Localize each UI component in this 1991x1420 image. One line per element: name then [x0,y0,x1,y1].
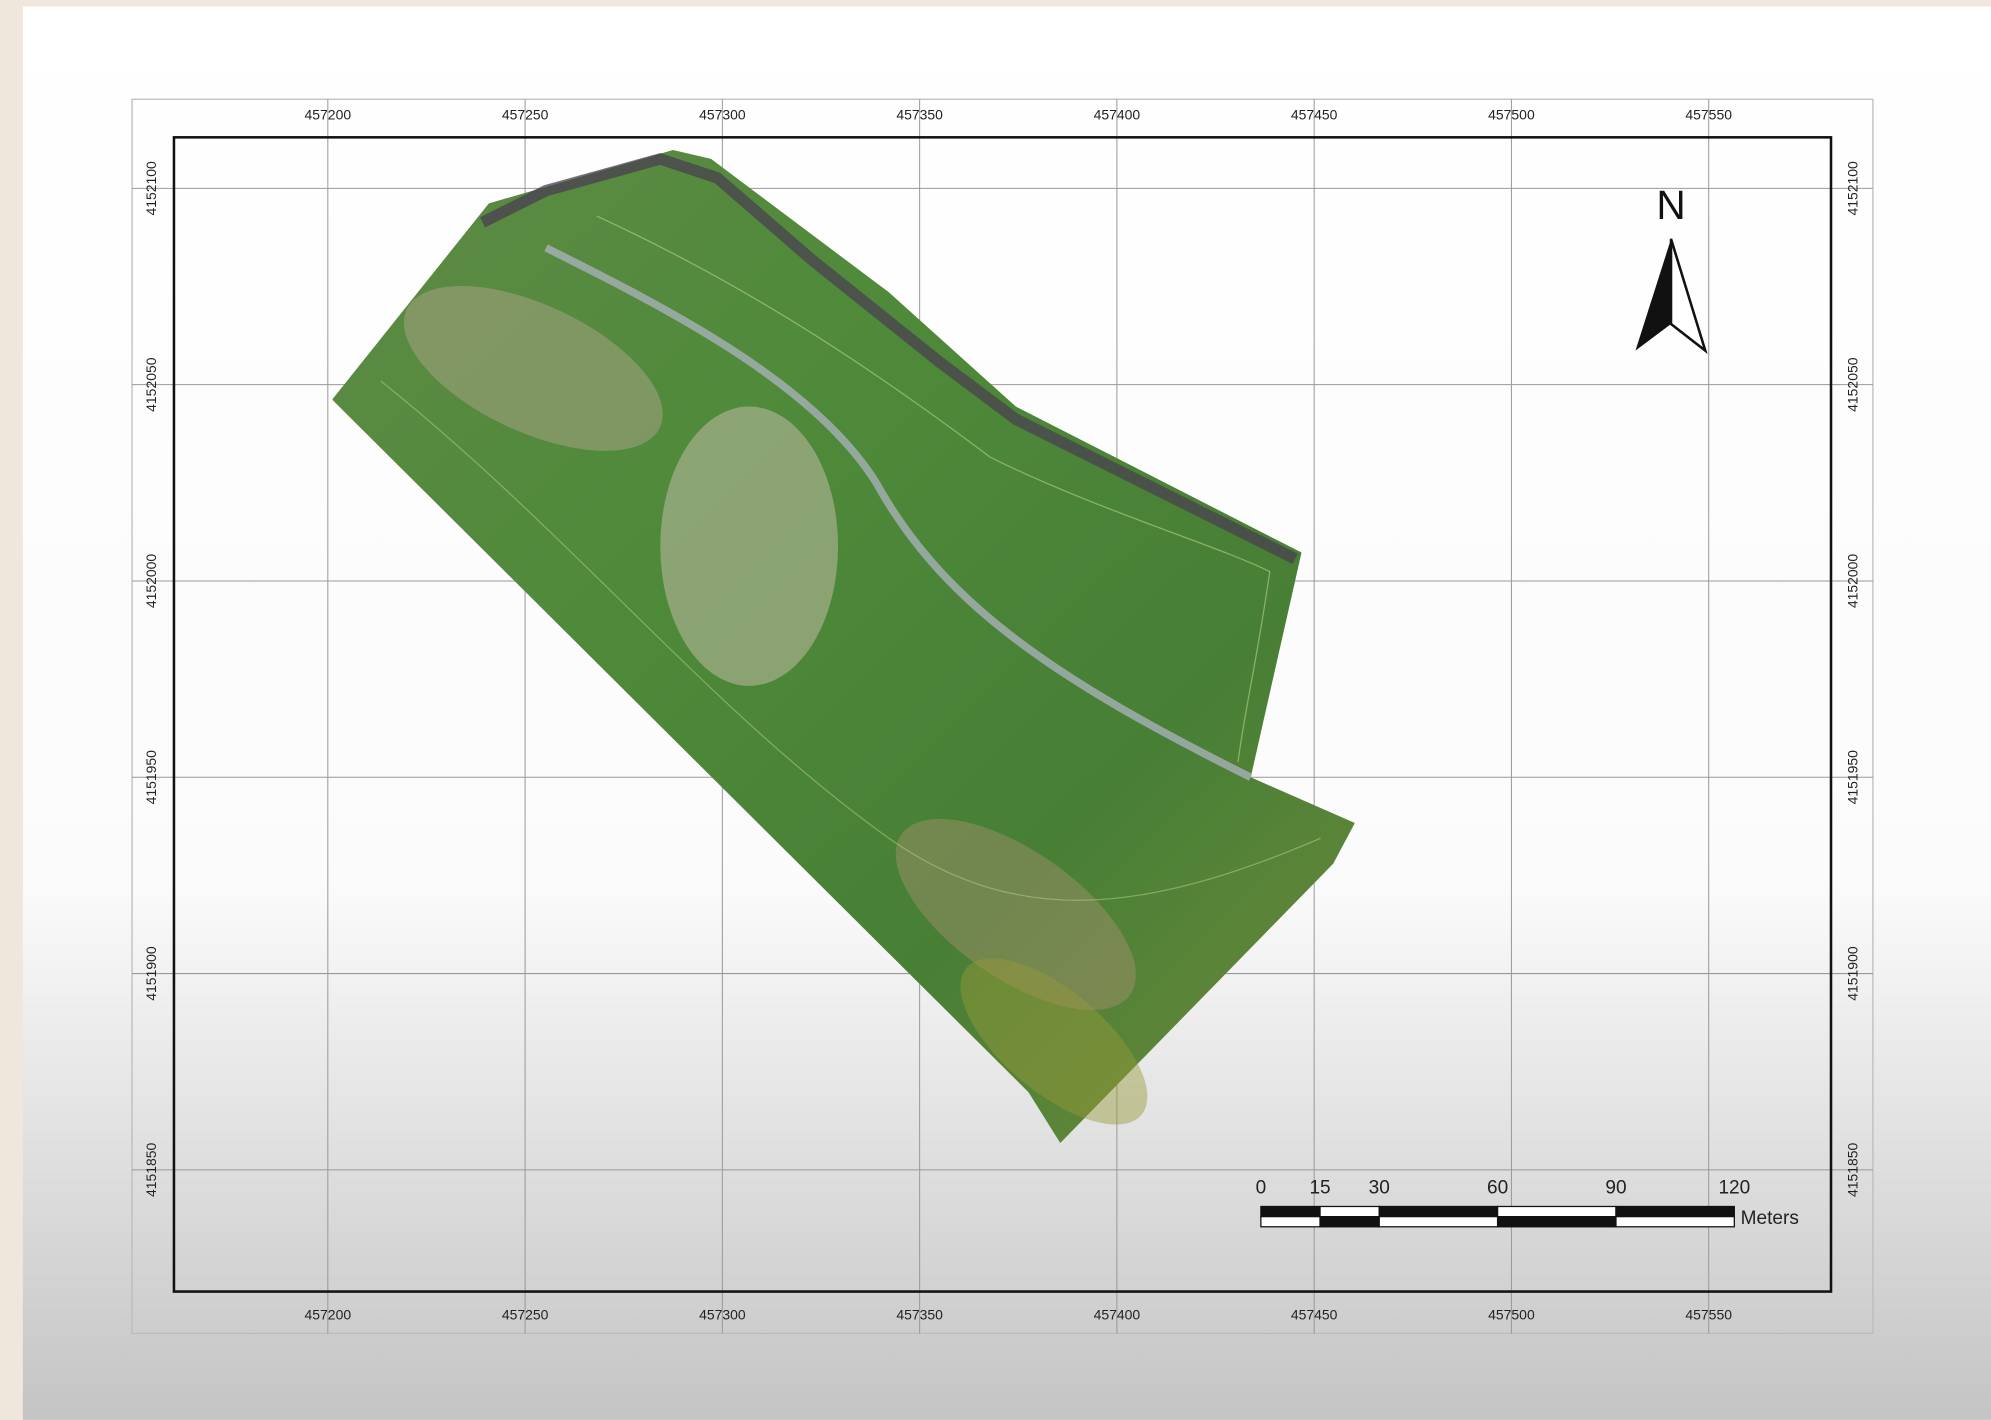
scale-tick-label: 0 [1256,1178,1267,1199]
y-tick-label: 4151900 [1845,946,1861,1001]
scale-segment [1261,1217,1320,1227]
x-tick-label: 457400 [1094,1306,1141,1322]
y-tick-label: 4152000 [143,554,159,609]
y-tick-label: 4152050 [1845,357,1861,412]
x-tick-label: 457550 [1685,1306,1732,1322]
scale-segment [1379,1206,1497,1216]
scale-segment [1320,1206,1379,1216]
x-tick-label: 457200 [305,106,352,122]
x-tick-label: 457400 [1094,106,1141,122]
scale-segment [1379,1217,1497,1227]
x-tick-label: 457550 [1685,106,1732,122]
scale-tick-label: 60 [1487,1178,1508,1199]
bare-patch [660,407,838,686]
scale-segment [1320,1217,1379,1227]
x-tick-label: 457300 [699,106,746,122]
scale-tick-label: 120 [1718,1178,1750,1199]
page: {"map": { "xticks": [457200, 457250, 457… [0,0,1991,1420]
x-tick-label: 457350 [896,106,943,122]
north-label: N [1656,182,1685,228]
scale-unit: Meters [1741,1208,1799,1229]
x-tick-label: 457450 [1291,106,1338,122]
x-tick-label: 457450 [1291,1306,1338,1322]
scale-tick-label: 90 [1605,1178,1626,1199]
scale-segment [1261,1206,1320,1216]
x-tick-label: 457350 [896,1306,943,1322]
x-tick-label: 457500 [1488,106,1535,122]
x-tick-label: 457250 [502,1306,549,1322]
scale-segment [1498,1206,1616,1216]
y-tick-label: 4152050 [143,357,159,412]
scale-segment [1616,1206,1734,1216]
scale-tick-label: 30 [1369,1178,1390,1199]
y-tick-label: 4151850 [143,1142,159,1197]
y-tick-label: 4151850 [1845,1142,1861,1197]
scale-tick-label: 15 [1309,1178,1330,1199]
scale-segment [1616,1217,1734,1227]
y-tick-label: 4151950 [143,750,159,805]
y-tick-label: 4152000 [1845,554,1861,609]
scale-segment [1498,1217,1616,1227]
y-tick-label: 4152100 [143,161,159,216]
x-tick-label: 457250 [502,106,549,122]
x-tick-label: 457500 [1488,1306,1535,1322]
y-tick-label: 4152100 [1845,161,1861,216]
x-tick-label: 457200 [305,1306,352,1322]
y-tick-label: 4151950 [1845,750,1861,805]
map-view: 457200 457200 457250 457250 457300 457300 4573… [0,0,1991,1420]
y-tick-label: 4151900 [143,946,159,1001]
x-tick-label: 457300 [699,1306,746,1322]
